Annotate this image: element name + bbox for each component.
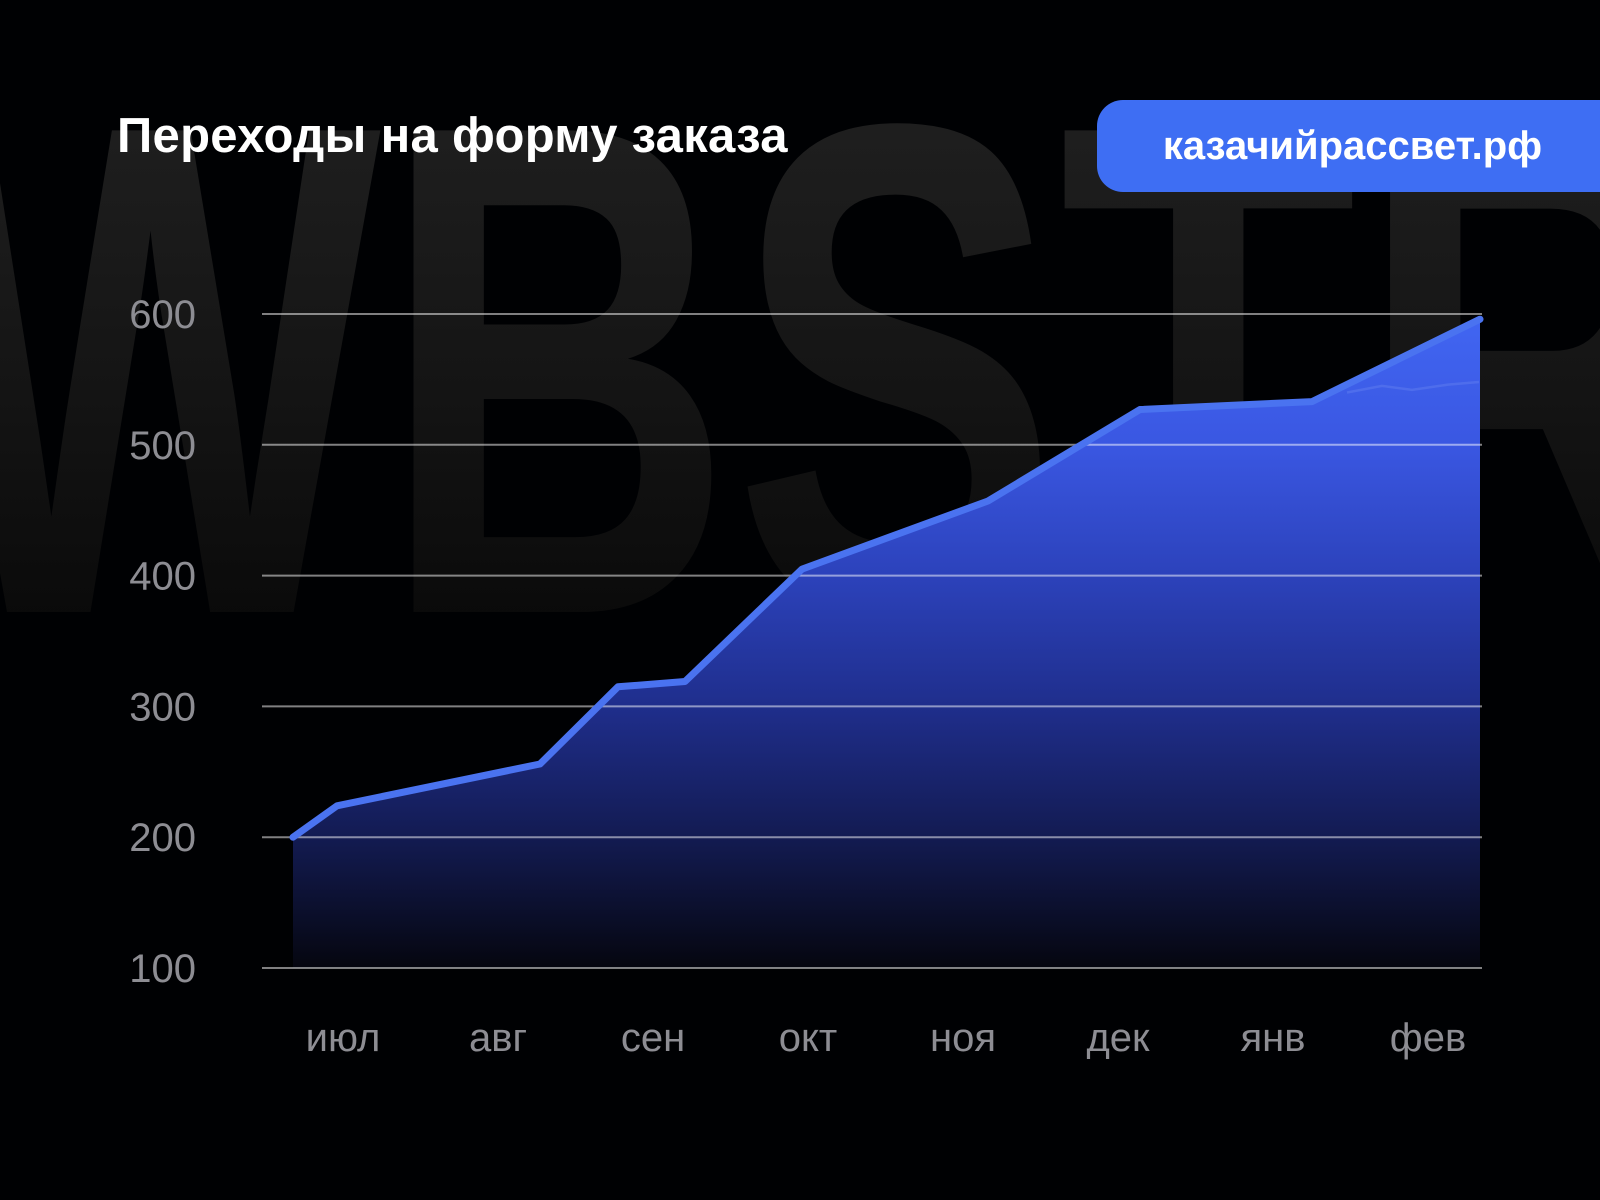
y-axis-tick-label: 200 — [129, 816, 196, 860]
y-axis-tick-label: 300 — [129, 685, 196, 729]
x-axis-month-label: ноя — [930, 1016, 996, 1060]
y-axis-tick-label: 500 — [129, 424, 196, 468]
chart-gridlines — [262, 313, 1482, 969]
site-badge: казачийрассвет.рф — [1097, 100, 1600, 192]
x-axis-month-label: дек — [1086, 1016, 1150, 1060]
chart-area-fill — [293, 319, 1480, 968]
y-axis-tick-label: 400 — [129, 555, 196, 599]
y-axis-labels: 600 500 400 300 200 100 — [129, 293, 196, 991]
x-axis-month-label: янв — [1241, 1016, 1306, 1060]
faint-secondary-line — [1346, 380, 1480, 394]
site-badge-label: казачийрассвет.рф — [1162, 123, 1543, 168]
y-axis-tick-label: 600 — [129, 293, 196, 337]
area-fill-shape — [293, 319, 1480, 968]
page-title: Переходы на форму заказа — [117, 109, 788, 163]
ghost-line-path — [1346, 380, 1480, 394]
x-axis-month-label: июл — [306, 1016, 381, 1060]
data-line-path — [289, 315, 1484, 841]
x-axis-month-label: окт — [779, 1016, 838, 1060]
x-axis-month-label: сен — [621, 1016, 685, 1060]
y-axis-tick-label: 100 — [129, 947, 196, 991]
chart-data-line — [289, 315, 1484, 841]
x-axis-month-labels: июл авг сен окт ноя дек янв фев — [306, 1016, 1467, 1060]
x-axis-month-label: фев — [1390, 1016, 1466, 1060]
x-axis-month-label: авг — [469, 1016, 527, 1060]
